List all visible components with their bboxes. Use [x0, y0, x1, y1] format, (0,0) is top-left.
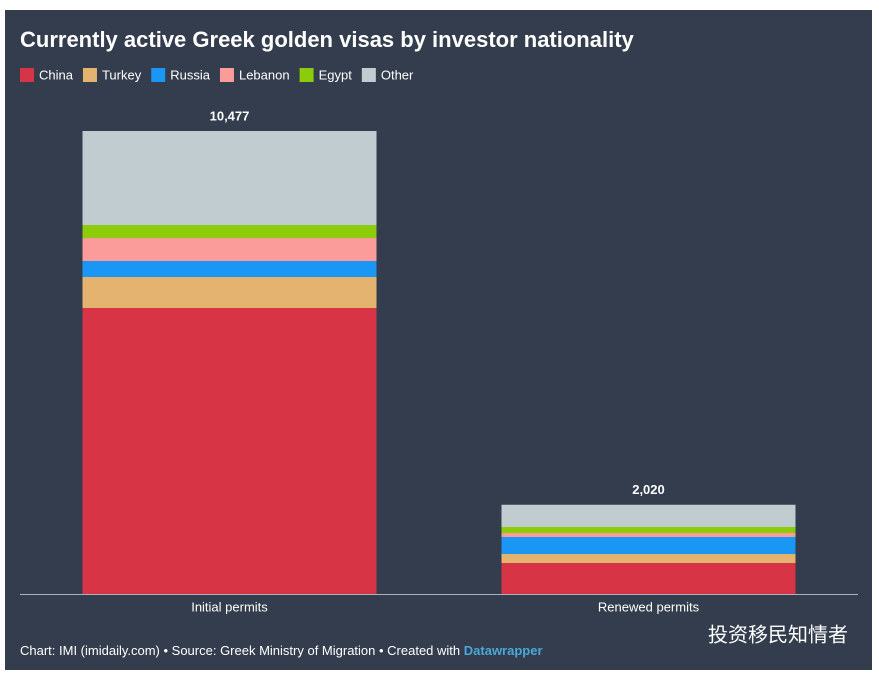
bar-segment — [82, 307, 377, 594]
legend-label: Egypt — [319, 67, 353, 82]
legend-label: Russia — [170, 67, 211, 82]
total-label: 10,477 — [210, 108, 250, 123]
bar-segment — [82, 238, 377, 262]
legend-label: Turkey — [102, 67, 142, 82]
legend-label: Other — [381, 67, 414, 82]
legend-label: Lebanon — [239, 67, 290, 82]
legend-swatch — [82, 68, 97, 82]
bar-segment — [82, 131, 377, 226]
chart-title: Currently active Greek golden visas by i… — [20, 27, 635, 52]
bar-segment — [501, 504, 796, 528]
x-tick-label: Initial permits — [191, 599, 268, 614]
footer-link[interactable]: Datawrapper — [464, 643, 543, 658]
bar-segment — [501, 563, 796, 594]
legend-swatch — [151, 68, 166, 82]
bar-segment — [82, 225, 377, 239]
legend-swatch — [219, 68, 234, 82]
x-tick-label: Renewed permits — [598, 599, 700, 614]
watermark: 投资移民知情者 — [708, 623, 848, 646]
legend-swatch — [299, 68, 314, 82]
bar-segment — [82, 261, 377, 278]
legend-swatch — [20, 68, 34, 82]
bar-segment — [501, 533, 796, 537]
legend-label: China — [39, 67, 74, 82]
footer-text: Chart: IMI (imidaily.com) • Source: Gree… — [20, 643, 464, 658]
total-label: 2,020 — [632, 482, 665, 497]
footer: Chart: IMI (imidaily.com) • Source: Gree… — [20, 643, 543, 658]
legend-swatch — [361, 68, 376, 82]
bar-segment — [501, 554, 796, 564]
bar-segment — [82, 277, 377, 308]
bar-segment — [501, 536, 796, 555]
bar-segment — [501, 527, 796, 534]
